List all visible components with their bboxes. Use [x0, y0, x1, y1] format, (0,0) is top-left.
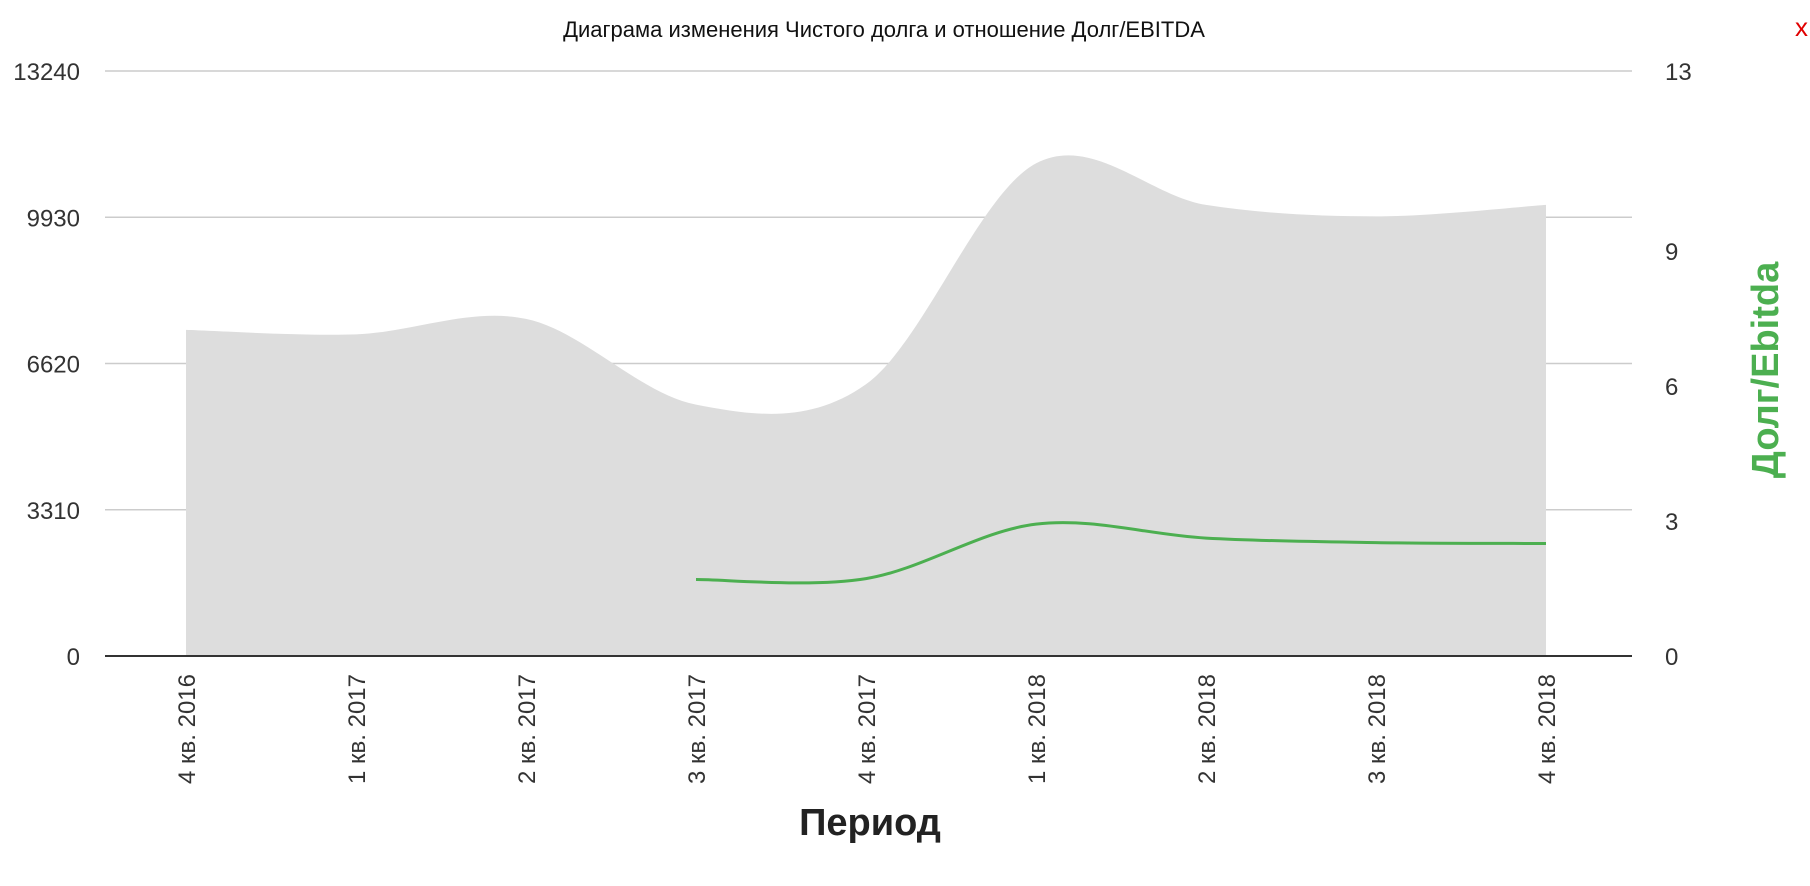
- left-tick-label: 9930: [27, 205, 80, 232]
- x-tick-label: 2 кв. 2018: [1194, 674, 1221, 784]
- right-tick-label: 3: [1665, 509, 1678, 536]
- x-tick-label: 3 кв. 2018: [1364, 674, 1391, 784]
- x-axis-title: Период: [799, 802, 941, 844]
- left-axis-ticks: 0 3310 6620 9930 13240: [13, 59, 80, 671]
- right-tick-label: 13: [1665, 59, 1692, 86]
- chart-title: Диаграма изменения Чистого долга и отнош…: [563, 17, 1205, 42]
- x-tick-label: 1 кв. 2018: [1024, 674, 1051, 784]
- right-axis-ticks: 0 3 6 9 13: [1665, 59, 1692, 671]
- x-axis-ticks: 4 кв. 2016 1 кв. 2017 2 кв. 2017 3 кв. 2017…: [174, 674, 1561, 784]
- left-tick-label: 0: [67, 644, 80, 671]
- x-tick-label: 2 кв. 2017: [514, 674, 541, 784]
- debt-area: [186, 155, 1546, 656]
- x-tick-label: 4 кв. 2016: [174, 674, 201, 784]
- left-tick-label: 3310: [27, 498, 80, 525]
- line-series: [695, 521, 1547, 585]
- right-axis-title: Долг/Ebitda: [1745, 261, 1787, 478]
- x-tick-label: 4 кв. 2018: [1534, 674, 1561, 784]
- x-tick-label: 3 кв. 2017: [684, 674, 711, 784]
- area-series: [186, 155, 1546, 656]
- right-tick-label: 9: [1665, 239, 1678, 266]
- close-icon[interactable]: x: [1795, 12, 1808, 42]
- debt-ebitda-line: [695, 521, 1547, 585]
- right-tick-label: 6: [1665, 374, 1678, 401]
- left-tick-label: 13240: [13, 59, 80, 86]
- x-tick-label: 4 кв. 2017: [854, 674, 881, 784]
- left-tick-label: 6620: [27, 352, 80, 379]
- x-tick-label: 1 кв. 2017: [344, 674, 371, 784]
- right-tick-label: 0: [1665, 644, 1678, 671]
